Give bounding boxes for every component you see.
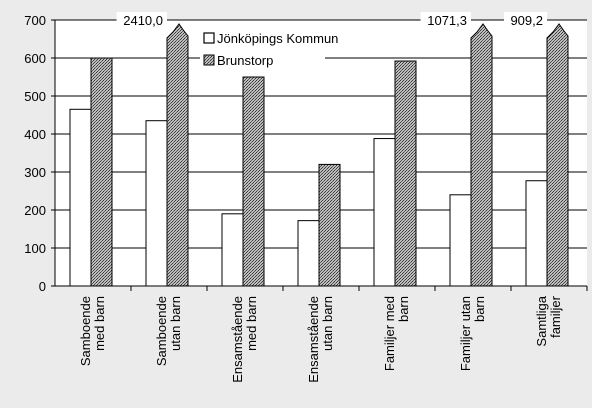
x-tick-label-line: Samboende: [154, 296, 169, 366]
y-tick-label: 300: [24, 165, 46, 180]
x-tick-label-line: Samboende: [78, 296, 93, 366]
bar-brunstorp: [242, 76, 265, 287]
y-tick-label: 400: [24, 127, 46, 142]
x-tick-label-line: Ensamstående: [230, 296, 245, 383]
bar-brunstorp-broken: [470, 23, 493, 287]
bar-jonkopings-kommun: [297, 220, 320, 287]
bar-brunstorp: [394, 60, 417, 287]
x-tick-label-line: Familjer utan: [458, 296, 473, 371]
legend-swatch-brunstorp: [203, 54, 215, 66]
value-label-bg: [420, 12, 471, 28]
bar-jonkopings-kommun: [525, 180, 548, 287]
bar-jonkopings-kommun: [145, 120, 168, 287]
y-tick-label: 600: [24, 51, 46, 66]
y-tick-label: 0: [39, 279, 46, 294]
bar-brunstorp: [90, 57, 113, 287]
x-tick-label: Ensamstående utan barn: [306, 296, 335, 383]
x-tick-label-line: med barn: [92, 296, 107, 351]
bar-value-label: 1071,3: [427, 13, 467, 28]
x-tick-label-line: barn: [396, 296, 411, 322]
x-tick-label: Ensamstående med barn: [230, 296, 259, 383]
y-tick-label: 200: [24, 203, 46, 218]
x-tick-label-line: barn: [472, 296, 487, 322]
legend-label: Brunstorp: [217, 53, 273, 68]
x-tick-label-line: Samtliga: [534, 295, 549, 346]
bar-jonkopings-kommun: [69, 108, 92, 287]
x-tick-label-line: familjer: [548, 295, 563, 338]
bar-brunstorp-broken: [166, 23, 189, 287]
legend-swatch-jonkopings-kommun: [203, 32, 215, 44]
x-tick-label-line: Ensamstående: [306, 296, 321, 383]
value-label-bg: [116, 12, 167, 28]
bar-brunstorp-broken: [546, 23, 569, 287]
x-tick-label: Samboende med barn: [78, 296, 107, 366]
x-tick-label-line: utan barn: [168, 296, 183, 351]
bar-value-label: 2410,0: [123, 13, 163, 28]
y-tick-label: 100: [24, 241, 46, 256]
y-tick-label: 500: [24, 89, 46, 104]
x-tick-label: Familjer utan barn: [458, 296, 487, 371]
y-tick-label: 700: [24, 13, 46, 28]
bar-jonkopings-kommun: [221, 213, 244, 287]
bar-value-label: 909,2: [510, 13, 543, 28]
x-tick-label-line: utan barn: [320, 296, 335, 351]
x-tick-label: Familjer med barn: [382, 296, 411, 371]
x-tick-label: Samtliga familjer: [534, 295, 563, 346]
x-tick-label: Samboende utan barn: [154, 296, 183, 366]
x-tick-label-line: Familjer med: [382, 296, 397, 371]
bar-brunstorp: [318, 163, 341, 287]
legend-box: [200, 28, 325, 73]
value-label-bg: [504, 12, 547, 28]
legend-label: Jönköpings Kommun: [217, 31, 338, 46]
x-tick-label-line: med barn: [244, 296, 259, 351]
bar-jonkopings-kommun: [449, 194, 472, 287]
bar-jonkopings-kommun: [373, 138, 396, 287]
